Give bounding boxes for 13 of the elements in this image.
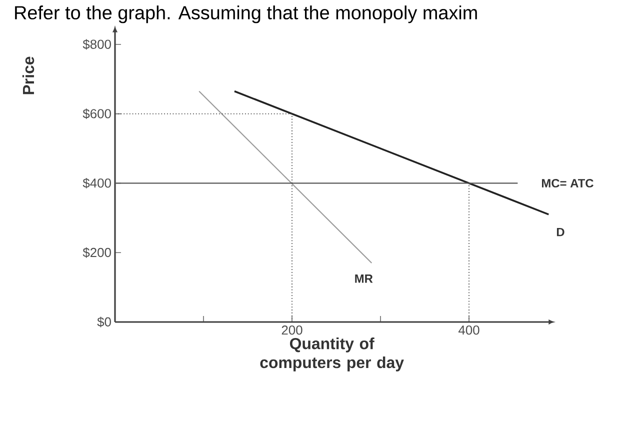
y-tick-label: $400 — [82, 178, 111, 188]
y-tick-label: $200 — [82, 247, 111, 258]
chart-title: Refer to the graph. Assuming that the monopoly maxim — [15, 6, 477, 24]
text: MC= ATC — [542, 178, 594, 188]
x-tick-label: 200 — [282, 326, 302, 335]
y-tick-label: $600 — [82, 108, 111, 120]
series-label: D — [556, 228, 564, 236]
x-tick-label: 400 — [458, 326, 480, 335]
y-tick-label: $800 — [82, 39, 111, 50]
series-label: MR — [355, 274, 373, 283]
x-axis-title: Quantity of computers per day — [260, 338, 404, 372]
y-axis-title: Price — [22, 56, 34, 94]
y-tick-label: $0 — [97, 316, 111, 328]
